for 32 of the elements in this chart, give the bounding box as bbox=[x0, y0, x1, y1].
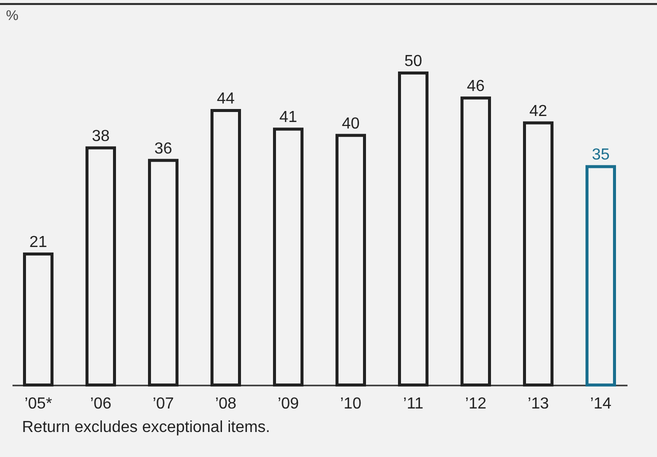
data-label: 21 bbox=[29, 233, 48, 250]
data-label: 38 bbox=[92, 127, 110, 144]
bar bbox=[86, 146, 116, 386]
text: Return excludes exceptional items. bbox=[22, 418, 272, 436]
x-tick-label: ’05* bbox=[24, 395, 52, 412]
data-label: 41 bbox=[279, 108, 298, 126]
x-tick-label: ’07 bbox=[152, 395, 174, 412]
x-tick-label: ’08 bbox=[215, 395, 237, 412]
bar bbox=[148, 158, 178, 386]
bar bbox=[336, 133, 366, 386]
data-label: 46 bbox=[466, 77, 485, 94]
bar bbox=[273, 127, 304, 386]
x-tick-label: ’09 bbox=[278, 395, 300, 412]
data-label: 50 bbox=[404, 52, 422, 70]
bar bbox=[586, 164, 616, 386]
x-tick-label: ’10 bbox=[340, 395, 362, 412]
x-tick-label: ’13 bbox=[528, 395, 550, 412]
bar bbox=[210, 108, 241, 386]
data-label: 40 bbox=[342, 114, 360, 132]
bar bbox=[23, 252, 54, 386]
bar bbox=[460, 96, 491, 386]
data-label: 42 bbox=[529, 102, 548, 120]
x-tick-label: ’06 bbox=[90, 395, 112, 412]
data-label: 36 bbox=[154, 140, 172, 157]
data-label: 35 bbox=[592, 146, 610, 164]
data-label: 44 bbox=[216, 90, 235, 107]
bar bbox=[523, 120, 554, 386]
x-tick-label: ’12 bbox=[465, 395, 487, 412]
x-tick-label: ’14 bbox=[590, 395, 612, 412]
bar bbox=[398, 71, 428, 386]
y-axis-title: % bbox=[6, 6, 18, 22]
x-tick-label: ’11 bbox=[403, 395, 424, 412]
